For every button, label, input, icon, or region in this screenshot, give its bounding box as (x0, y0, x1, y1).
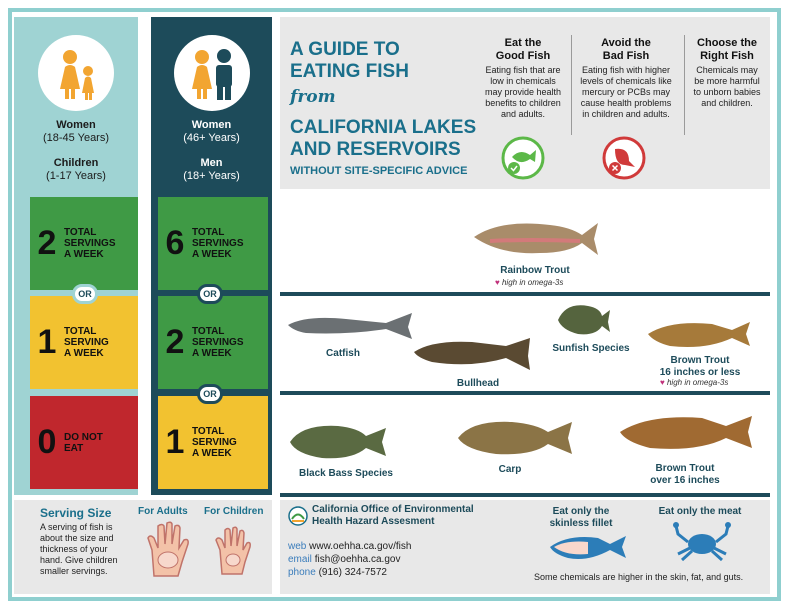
avoid-bad-fish: Avoid the Bad Fish Eating fish with high… (580, 37, 672, 119)
serving-count: 1 (37, 323, 57, 361)
serving-label: DO NOT EAT (64, 431, 103, 454)
black-bass-image (288, 418, 388, 467)
rainbow-trout-image (470, 213, 600, 266)
or-badge: OR (197, 284, 223, 304)
heart-icon: ♥ (495, 278, 500, 287)
serving-count: 1 (165, 423, 185, 461)
title-line4: AND RESERVOIRS (290, 139, 461, 160)
bad-fish-icon (601, 135, 647, 186)
good-fish-icon (500, 135, 546, 186)
carp-image (456, 414, 574, 465)
for-children-label: For Children (204, 506, 264, 517)
choose-right-fish: Choose the Right Fish Chemicals may be mo… (693, 37, 761, 108)
eat-good-fish: Eat the Good Fish Eating fish that are lo… (484, 37, 562, 119)
section-divider (280, 493, 770, 497)
serving-label: TOTAL SERVING A WEEK (64, 326, 109, 359)
section-divider (280, 391, 770, 395)
group-b-serving-box: 6 TOTAL SERVINGS A WEEK (158, 197, 268, 290)
serving-size-text: A serving of fish is about the size and th… (40, 522, 118, 576)
black-bass-label: Black Bass Species (299, 468, 393, 479)
group-b-line2: (46+ Years) (183, 132, 240, 144)
group-b-line4: (18+ Years) (183, 170, 240, 182)
serving-count: 6 (165, 224, 185, 262)
adult-hand-icon (144, 520, 196, 585)
chemical-note: Some chemicals are higher in the skin, f… (534, 572, 744, 582)
or-badge: OR (197, 384, 223, 404)
catfish-image (286, 305, 416, 350)
serving-label: TOTAL SERVING A WEEK (192, 426, 237, 459)
woman-man-icon (174, 35, 250, 111)
child-hand-icon (212, 520, 258, 585)
email-link[interactable]: fish@oehha.ca.gov (314, 554, 401, 565)
bullhead-image (412, 330, 534, 379)
serving-count: 2 (165, 323, 185, 361)
heart-icon: ♥ (660, 378, 665, 387)
rainbow-trout-label: Rainbow Trout (500, 265, 570, 276)
group-a-line2: (18-45 Years) (42, 132, 110, 144)
group-a-line1: Women (56, 119, 96, 131)
carp-label: Carp (498, 464, 522, 475)
title-from: from (290, 87, 336, 107)
brown-trout-small-image (646, 316, 752, 357)
group-b-serving-box: 2 TOTAL SERVINGS A WEEK (158, 296, 268, 389)
catfish-label: Catfish (326, 348, 360, 359)
contact-panel: California Office of Environmental Health… (280, 500, 770, 594)
group-a-serving-box: 1 TOTAL SERVING A WEEK (30, 296, 138, 389)
crab-icon (672, 520, 732, 569)
serving-label: TOTAL SERVINGS A WEEK (192, 326, 244, 359)
omega-note: ♥ high in omega-3s (660, 378, 729, 387)
for-adults-label: For Adults (138, 506, 188, 517)
group-b-line1: Women (191, 119, 232, 131)
sunfish-label: Sunfish Species (552, 343, 630, 354)
group-b-serving-box: 1 TOTAL SERVING A WEEK (158, 396, 268, 489)
serving-label: TOTAL SERVINGS A WEEK (64, 227, 116, 260)
group-a-line3: Children (53, 157, 99, 169)
serving-label: TOTAL SERVINGS A WEEK (192, 227, 244, 260)
serving-count: 2 (37, 224, 57, 262)
brown-trout-big-image (618, 410, 754, 459)
group-a-serving-box: 0 DO NOT EAT (30, 396, 138, 489)
omega-note: ♥ high in omega-3s (495, 278, 564, 287)
serving-size-title: Serving Size (40, 506, 112, 520)
brown-trout-small-label: Brown Trout 16 inches or less (659, 355, 741, 378)
oehha-name: California Office of Environmental Health… (312, 504, 474, 527)
contact-info: web www.oehha.ca.gov/fish email fish@oeh… (288, 541, 412, 578)
serving-size-panel: Serving Size A serving of fish is about t… (14, 500, 272, 594)
woman-child-icon (38, 35, 114, 111)
subtitle: WITHOUT SITE-SPECIFIC ADVICE (290, 165, 468, 177)
serving-count: 0 (37, 423, 57, 461)
skinless-fillet-tip: Eat only the skinless fillet (549, 506, 613, 529)
group-a-line4: (1-17 Years) (46, 170, 106, 182)
or-badge: OR (72, 284, 98, 304)
brown-trout-big-label: Brown Trout over 16 inches (650, 463, 720, 486)
web-link[interactable]: www.oehha.ca.gov/fish (309, 541, 412, 552)
oehha-logo-icon (288, 506, 308, 531)
section-divider (280, 292, 770, 296)
sunfish-image (556, 300, 612, 345)
title-line1: A GUIDE TO (290, 39, 400, 60)
title-line2: EATING FISH (290, 61, 409, 82)
meat-tip: Eat only the meat (658, 506, 742, 517)
fillet-fish-icon (548, 532, 628, 567)
group-b-line3: Men (200, 157, 223, 169)
header-panel: A GUIDE TO EATING FISH from CALIFORNIA L… (280, 17, 770, 189)
phone-number: (916) 324-7572 (318, 567, 387, 578)
title-line3: CALIFORNIA LAKES (290, 117, 477, 138)
bullhead-label: Bullhead (456, 378, 500, 389)
group-a-serving-box: 2 TOTAL SERVINGS A WEEK (30, 197, 138, 290)
